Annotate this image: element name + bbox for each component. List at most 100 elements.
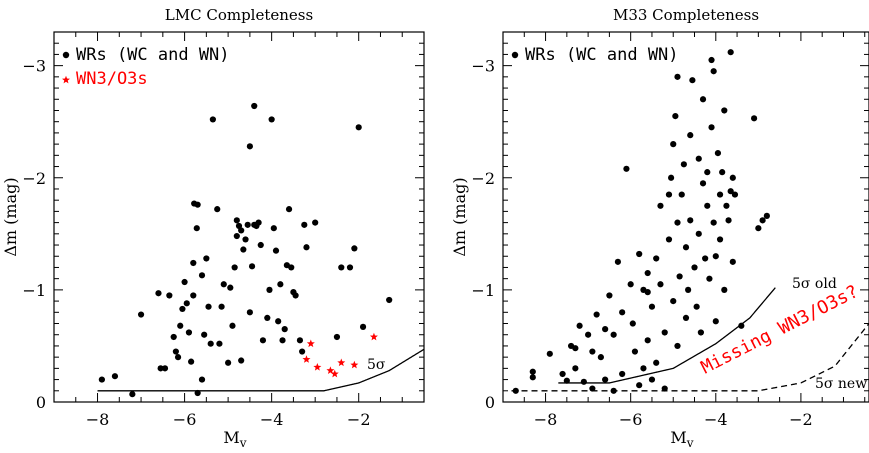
x-tick-label: −2 bbox=[347, 410, 371, 429]
data-point bbox=[185, 329, 193, 336]
data-point bbox=[702, 255, 709, 262]
data-point bbox=[546, 350, 553, 357]
data-point bbox=[183, 300, 190, 307]
data-point bbox=[333, 333, 341, 341]
data-point bbox=[644, 289, 651, 296]
data-point bbox=[172, 348, 179, 355]
data-point bbox=[355, 124, 362, 131]
data-point bbox=[687, 217, 694, 224]
data-point bbox=[563, 377, 570, 384]
data-point bbox=[312, 219, 319, 226]
data-point bbox=[576, 322, 583, 329]
y-tick-label: −2 bbox=[471, 169, 495, 188]
data-point bbox=[244, 221, 251, 228]
data-point bbox=[301, 221, 308, 228]
data-point bbox=[198, 272, 206, 279]
data-point bbox=[731, 191, 739, 198]
y-tick-label: −1 bbox=[471, 281, 495, 300]
data-point bbox=[207, 340, 214, 347]
data-point bbox=[665, 191, 673, 198]
x-axis-label-subscript: v bbox=[686, 436, 694, 450]
data-point bbox=[648, 376, 656, 383]
data-point bbox=[227, 284, 234, 291]
data-point-star bbox=[330, 369, 339, 378]
data-point bbox=[755, 225, 762, 232]
data-point bbox=[680, 161, 687, 168]
data-point bbox=[203, 255, 210, 262]
data-point bbox=[738, 322, 745, 329]
data-point bbox=[181, 278, 188, 286]
data-point bbox=[248, 263, 256, 270]
data-point bbox=[98, 376, 105, 383]
legend-label: WRs (WC and WN) bbox=[525, 45, 679, 65]
curve-label-5sigma-new: 5σ new bbox=[815, 376, 867, 392]
data-point bbox=[218, 303, 225, 310]
data-point bbox=[512, 387, 519, 394]
y-axis-label: Δm (mag) bbox=[450, 177, 469, 256]
x-tick-label: −6 bbox=[173, 410, 197, 429]
data-point bbox=[281, 326, 288, 333]
data-point bbox=[695, 155, 702, 162]
data-point bbox=[719, 169, 726, 176]
data-point bbox=[338, 264, 345, 271]
data-point bbox=[233, 232, 240, 240]
lmc-completeness-panel: LMC Completeness −8 −6 −4 −2 0 −1 −2 −3 Mv Δm (mag… bbox=[1, 6, 425, 450]
data-point bbox=[242, 236, 249, 243]
data-point bbox=[580, 378, 587, 385]
data-point bbox=[229, 322, 236, 329]
x-axis-label-main: M bbox=[223, 428, 239, 447]
legend-label: WN3/O3s bbox=[76, 69, 148, 89]
curve-label-5sigma-old: 5σ old bbox=[792, 276, 837, 292]
data-point-star bbox=[337, 358, 346, 367]
data-point bbox=[529, 368, 536, 375]
data-point bbox=[695, 230, 702, 237]
data-point bbox=[627, 281, 634, 288]
data-point bbox=[725, 217, 732, 224]
data-point bbox=[272, 247, 280, 254]
chart-title: M33 Completeness bbox=[613, 6, 759, 24]
data-point bbox=[285, 206, 293, 213]
data-point bbox=[699, 96, 707, 103]
legend-star-marker bbox=[62, 75, 70, 84]
data-point bbox=[166, 292, 173, 299]
data-point bbox=[559, 370, 566, 378]
data-point bbox=[623, 165, 630, 172]
data-point bbox=[750, 115, 758, 122]
data-point bbox=[259, 337, 267, 344]
data-point bbox=[155, 290, 162, 297]
data-point bbox=[589, 385, 596, 392]
data-point-star bbox=[350, 360, 359, 369]
data-point bbox=[682, 244, 690, 251]
data-point bbox=[670, 141, 677, 148]
data-point bbox=[194, 201, 201, 208]
data-point bbox=[689, 77, 696, 84]
data-point bbox=[572, 365, 579, 372]
data-point bbox=[657, 202, 664, 209]
data-point bbox=[710, 219, 717, 226]
data-point bbox=[111, 373, 119, 380]
data-point bbox=[636, 382, 643, 389]
data-point bbox=[264, 314, 271, 322]
data-point bbox=[610, 331, 617, 338]
data-point bbox=[721, 107, 728, 114]
data-point bbox=[678, 191, 685, 198]
data-point bbox=[240, 246, 247, 253]
data-point bbox=[589, 348, 596, 355]
data-point bbox=[653, 255, 660, 262]
data-point bbox=[644, 337, 651, 344]
legend-dot-marker bbox=[62, 51, 70, 59]
data-point bbox=[657, 281, 664, 288]
data-point bbox=[691, 264, 698, 271]
data-point bbox=[644, 269, 651, 277]
data-point-star bbox=[302, 355, 311, 363]
data-point bbox=[661, 329, 668, 336]
data-point bbox=[759, 217, 766, 224]
x-axis-label: Mv bbox=[223, 428, 246, 450]
data-point bbox=[198, 376, 206, 383]
data-point bbox=[220, 281, 227, 288]
x-tick-label: −8 bbox=[86, 410, 110, 429]
data-point bbox=[299, 348, 306, 355]
data-point bbox=[665, 236, 673, 243]
x-tick-label: −6 bbox=[619, 410, 643, 429]
data-point bbox=[676, 273, 683, 280]
